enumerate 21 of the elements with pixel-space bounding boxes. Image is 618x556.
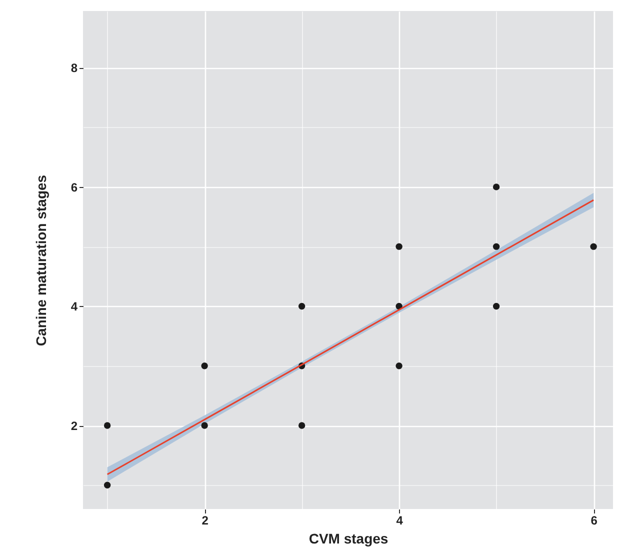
point: [201, 362, 208, 370]
point: [396, 362, 402, 370]
x-tick-label: 6: [590, 514, 598, 528]
x-axis-title: CVM stages: [308, 530, 388, 546]
point: [201, 422, 208, 429]
y-axis-title: Canine maturation stages: [32, 174, 49, 346]
y-tick-label: 8: [70, 61, 78, 76]
point: [590, 243, 597, 250]
point: [104, 482, 111, 488]
point: [298, 302, 306, 310]
y-tick-label: 6: [70, 180, 78, 194]
point: [104, 422, 111, 429]
y-tick-label: 4: [70, 300, 78, 314]
x-tick-label: 4: [396, 514, 404, 528]
point: [492, 184, 500, 190]
point: [492, 302, 500, 310]
x-tick-label: 2: [202, 514, 209, 528]
point: [396, 243, 402, 250]
point: [492, 243, 500, 250]
point: [298, 422, 306, 429]
y-tick-label: 2: [70, 419, 78, 434]
